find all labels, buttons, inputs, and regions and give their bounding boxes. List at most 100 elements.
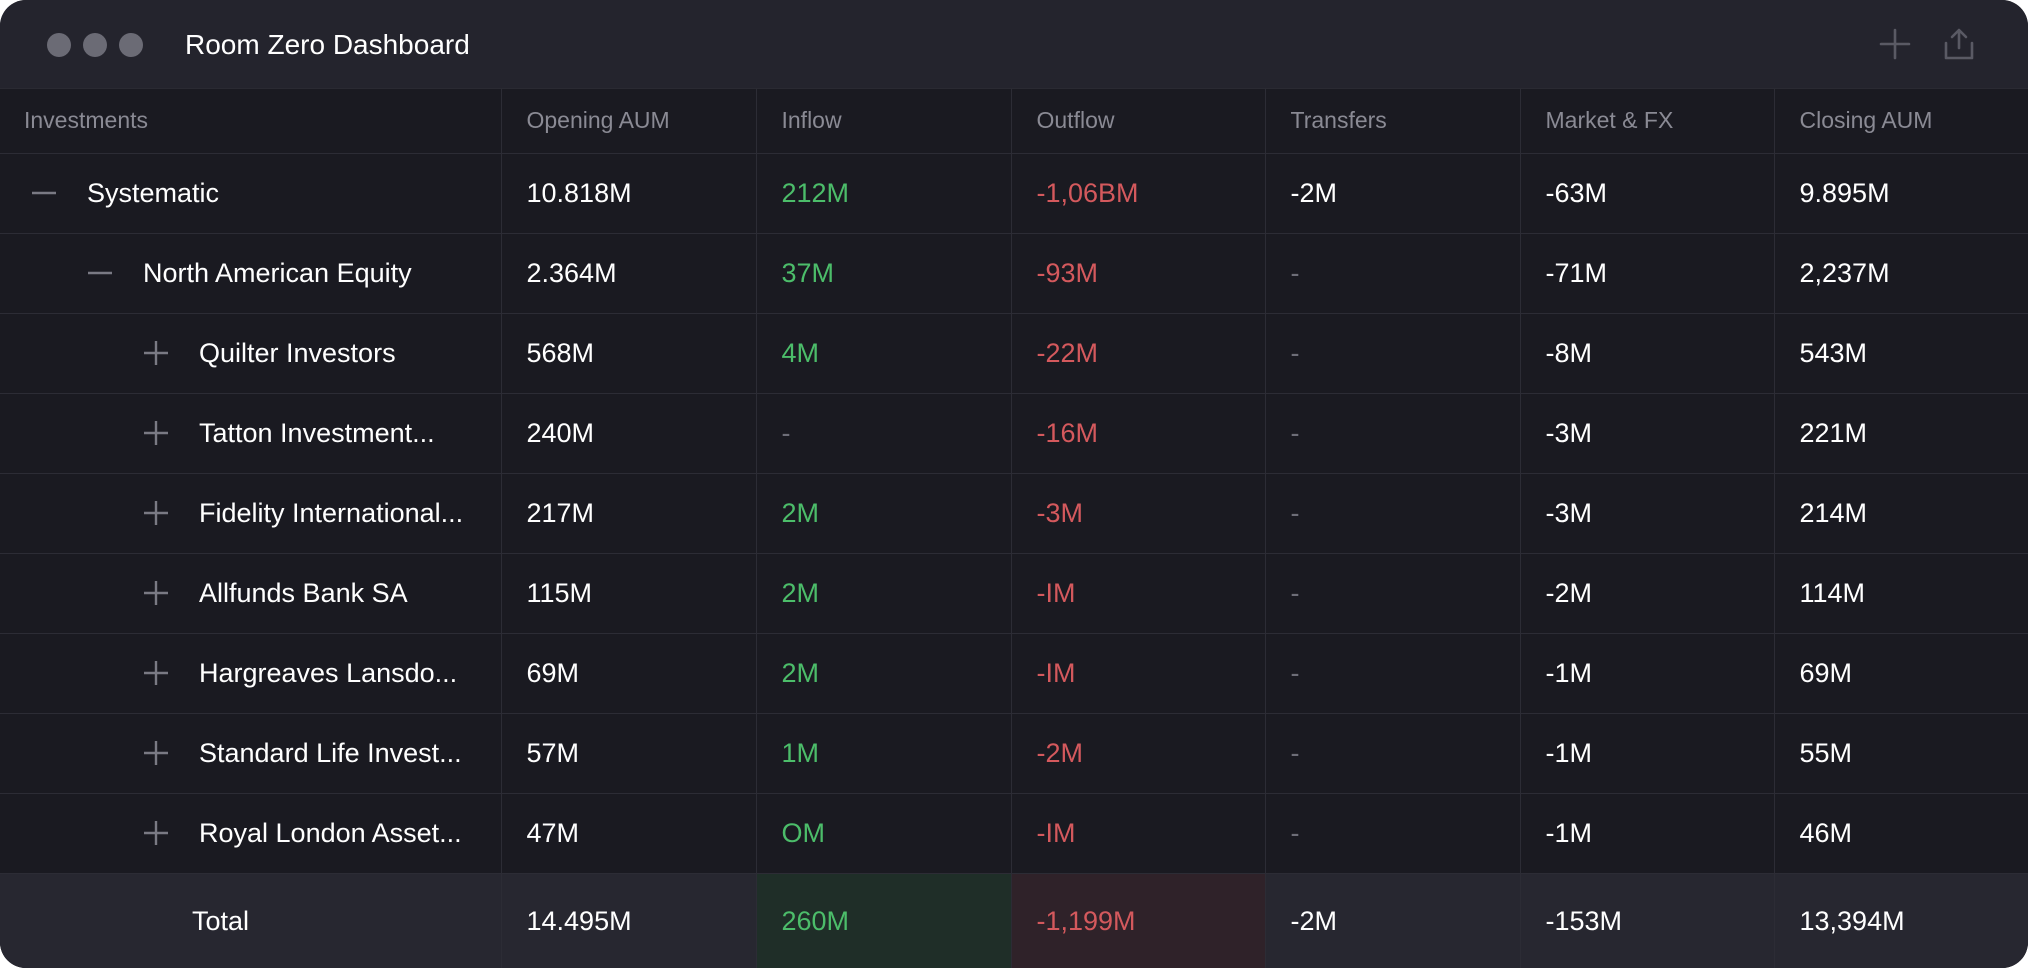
expand-plus-icon[interactable]	[143, 740, 169, 766]
transfers-cell: -2M	[1264, 153, 1520, 234]
inflow-cell: OM	[755, 793, 1011, 874]
expand-plus-icon[interactable]	[143, 420, 169, 446]
investment-name-cell: Standard Life Invest...	[0, 713, 501, 794]
minimize-window-button[interactable]	[83, 33, 107, 57]
closing-aum-cell: 114M	[1773, 553, 2028, 634]
table-row[interactable]: Hargreaves Lansdo... 69M 2M -IM - -1M 69M	[0, 633, 2028, 714]
opening-aum-cell: 568M	[500, 313, 756, 394]
table-row[interactable]: Fidelity International... 217M 2M -3M - -3M 21…	[0, 473, 2028, 554]
investment-name-cell: Tatton Investment...	[0, 393, 501, 474]
investment-name: Royal London Asset...	[199, 817, 462, 848]
share-icon[interactable]	[1941, 26, 1977, 62]
inflow-cell: 2M	[755, 633, 1011, 714]
expand-plus-icon[interactable]	[143, 660, 169, 686]
table-row[interactable]: Quilter Investors 568M 4M -22M - -8M 543M	[0, 313, 2028, 394]
closing-aum-cell: 543M	[1773, 313, 2028, 394]
outflow-cell: -16M	[1010, 393, 1265, 474]
opening-aum-cell: 240M	[500, 393, 756, 474]
closing-aum-cell: 214M	[1773, 473, 2028, 554]
expand-plus-icon[interactable]	[143, 820, 169, 846]
outflow-cell: -IM	[1010, 633, 1265, 714]
total-row: Total 14.495M 260M -1,199M -2M -153M 13,394M	[0, 873, 2028, 968]
investment-name-cell: Systematic	[0, 153, 501, 234]
opening-aum-cell: 47M	[500, 793, 756, 874]
closing-aum-cell: 221M	[1773, 393, 2028, 474]
column-header-outflow[interactable]: Outflow	[1010, 89, 1265, 154]
closing-aum-cell: 55M	[1773, 713, 2028, 794]
total-transfers-cell: -2M	[1264, 873, 1520, 968]
opening-aum-cell: 217M	[500, 473, 756, 554]
investment-name: Fidelity International...	[199, 497, 464, 528]
closing-aum-cell: 9.895M	[1773, 153, 2028, 234]
opening-aum-cell: 57M	[500, 713, 756, 794]
expand-plus-icon[interactable]	[143, 580, 169, 606]
zoom-window-button[interactable]	[119, 33, 143, 57]
transfers-cell: -	[1264, 793, 1520, 874]
table-body: Systematic 10.818M 212M -1,06BM -2M -63M 9.895…	[0, 153, 2028, 968]
table-row[interactable]: North American Equity 2.364M 37M -93M - -71M 2…	[0, 233, 2028, 314]
investment-name: Quilter Investors	[199, 337, 396, 368]
inflow-cell: 1M	[755, 713, 1011, 794]
table-row[interactable]: Royal London Asset... 47M OM -IM - -1M 46M	[0, 793, 2028, 874]
closing-aum-cell: 46M	[1773, 793, 2028, 874]
market-fx-cell: -3M	[1519, 393, 1774, 474]
market-fx-cell: -63M	[1519, 153, 1774, 234]
opening-aum-cell: 10.818M	[500, 153, 756, 234]
column-header-market-fx[interactable]: Market & FX	[1519, 89, 1774, 154]
table-row[interactable]: Standard Life Invest... 57M 1M -2M - -1M 55M	[0, 713, 2028, 794]
investments-table-container: Investments Opening AUM Inflow Outflow Trans…	[0, 88, 2028, 968]
plus-icon[interactable]	[1877, 26, 1913, 62]
outflow-cell: -93M	[1010, 233, 1265, 314]
table-header-row: Investments Opening AUM Inflow Outflow Trans…	[0, 89, 2028, 154]
market-fx-cell: -8M	[1519, 313, 1774, 394]
transfers-cell: -	[1264, 233, 1520, 314]
market-fx-cell: -1M	[1519, 793, 1774, 874]
outflow-cell: -IM	[1010, 553, 1265, 634]
market-fx-cell: -1M	[1519, 713, 1774, 794]
inflow-cell: -	[755, 393, 1011, 474]
total-closing-aum-cell: 13,394M	[1773, 873, 2028, 968]
inflow-cell: 4M	[755, 313, 1011, 394]
opening-aum-cell: 2.364M	[500, 233, 756, 314]
closing-aum-cell: 2,237M	[1773, 233, 2028, 314]
investment-name: Hargreaves Lansdo...	[199, 657, 458, 688]
transfers-cell: -	[1264, 393, 1520, 474]
investment-name: Standard Life Invest...	[199, 737, 462, 768]
transfers-cell: -	[1264, 553, 1520, 634]
investment-name: Allfunds Bank SA	[199, 577, 408, 608]
column-header-closing-aum[interactable]: Closing AUM	[1773, 89, 2028, 154]
inflow-cell: 2M	[755, 553, 1011, 634]
total-inflow-cell: 260M	[755, 873, 1011, 968]
outflow-cell: -1,06BM	[1010, 153, 1265, 234]
opening-aum-cell: 115M	[500, 553, 756, 634]
market-fx-cell: -71M	[1519, 233, 1774, 314]
table-row[interactable]: Systematic 10.818M 212M -1,06BM -2M -63M 9.895…	[0, 153, 2028, 234]
transfers-cell: -	[1264, 713, 1520, 794]
outflow-cell: -3M	[1010, 473, 1265, 554]
expand-plus-icon[interactable]	[143, 500, 169, 526]
close-window-button[interactable]	[47, 33, 71, 57]
table-row[interactable]: Tatton Investment... 240M - -16M - -3M 221M	[0, 393, 2028, 474]
column-header-investments[interactable]: Investments	[0, 89, 501, 154]
column-header-opening-aum[interactable]: Opening AUM	[500, 89, 756, 154]
table-row[interactable]: Allfunds Bank SA 115M 2M -IM - -2M 114M	[0, 553, 2028, 634]
investment-name-cell: Quilter Investors	[0, 313, 501, 394]
expand-plus-icon[interactable]	[143, 340, 169, 366]
collapse-minus-icon[interactable]	[31, 180, 57, 206]
outflow-cell: -2M	[1010, 713, 1265, 794]
collapse-minus-icon[interactable]	[87, 260, 113, 286]
transfers-cell: -	[1264, 633, 1520, 714]
column-header-inflow[interactable]: Inflow	[755, 89, 1011, 154]
inflow-cell: 212M	[755, 153, 1011, 234]
investment-name-cell: North American Equity	[0, 233, 501, 314]
column-header-transfers[interactable]: Transfers	[1264, 89, 1520, 154]
total-outflow-cell: -1,199M	[1010, 873, 1265, 968]
market-fx-cell: -1M	[1519, 633, 1774, 714]
inflow-cell: 37M	[755, 233, 1011, 314]
market-fx-cell: -2M	[1519, 553, 1774, 634]
outflow-cell: -IM	[1010, 793, 1265, 874]
opening-aum-cell: 69M	[500, 633, 756, 714]
investments-table: Investments Opening AUM Inflow Outflow Trans…	[0, 89, 2028, 968]
title-bar: Room Zero Dashboard	[0, 0, 2028, 88]
